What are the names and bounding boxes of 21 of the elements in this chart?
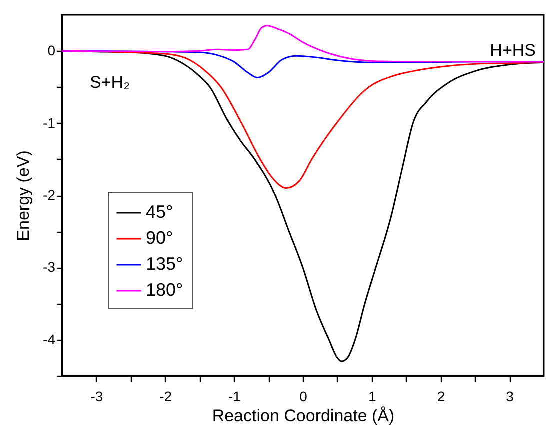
y-tick-label: -1 xyxy=(43,114,56,131)
x-tick-label: -1 xyxy=(228,388,242,404)
x-tick-label: -2 xyxy=(160,388,172,404)
x-tick-label: -3 xyxy=(90,388,104,404)
x-tick-label: 3 xyxy=(506,388,514,404)
x-tick-label: 1 xyxy=(368,388,376,404)
y-tick-label: -3 xyxy=(43,259,56,276)
y-axis-title: Energy (eV) xyxy=(14,150,34,242)
legend-label: 45° xyxy=(146,202,174,222)
y-tick-label: -4 xyxy=(43,331,56,348)
annotation: H+HS xyxy=(490,41,536,60)
y-tick-label: -2 xyxy=(43,187,56,203)
annotation: S+H₂ xyxy=(90,73,130,92)
legend-label: 90° xyxy=(146,228,174,248)
legend-label: 180° xyxy=(146,280,184,300)
legend-label: 135° xyxy=(146,254,184,274)
x-tick-label: 0 xyxy=(300,388,308,404)
x-axis-title: Reaction Coordinate (Å) xyxy=(212,406,395,425)
line-series xyxy=(62,25,544,63)
y-tick-label: 0 xyxy=(48,42,56,59)
x-tick-label: 2 xyxy=(437,388,446,404)
